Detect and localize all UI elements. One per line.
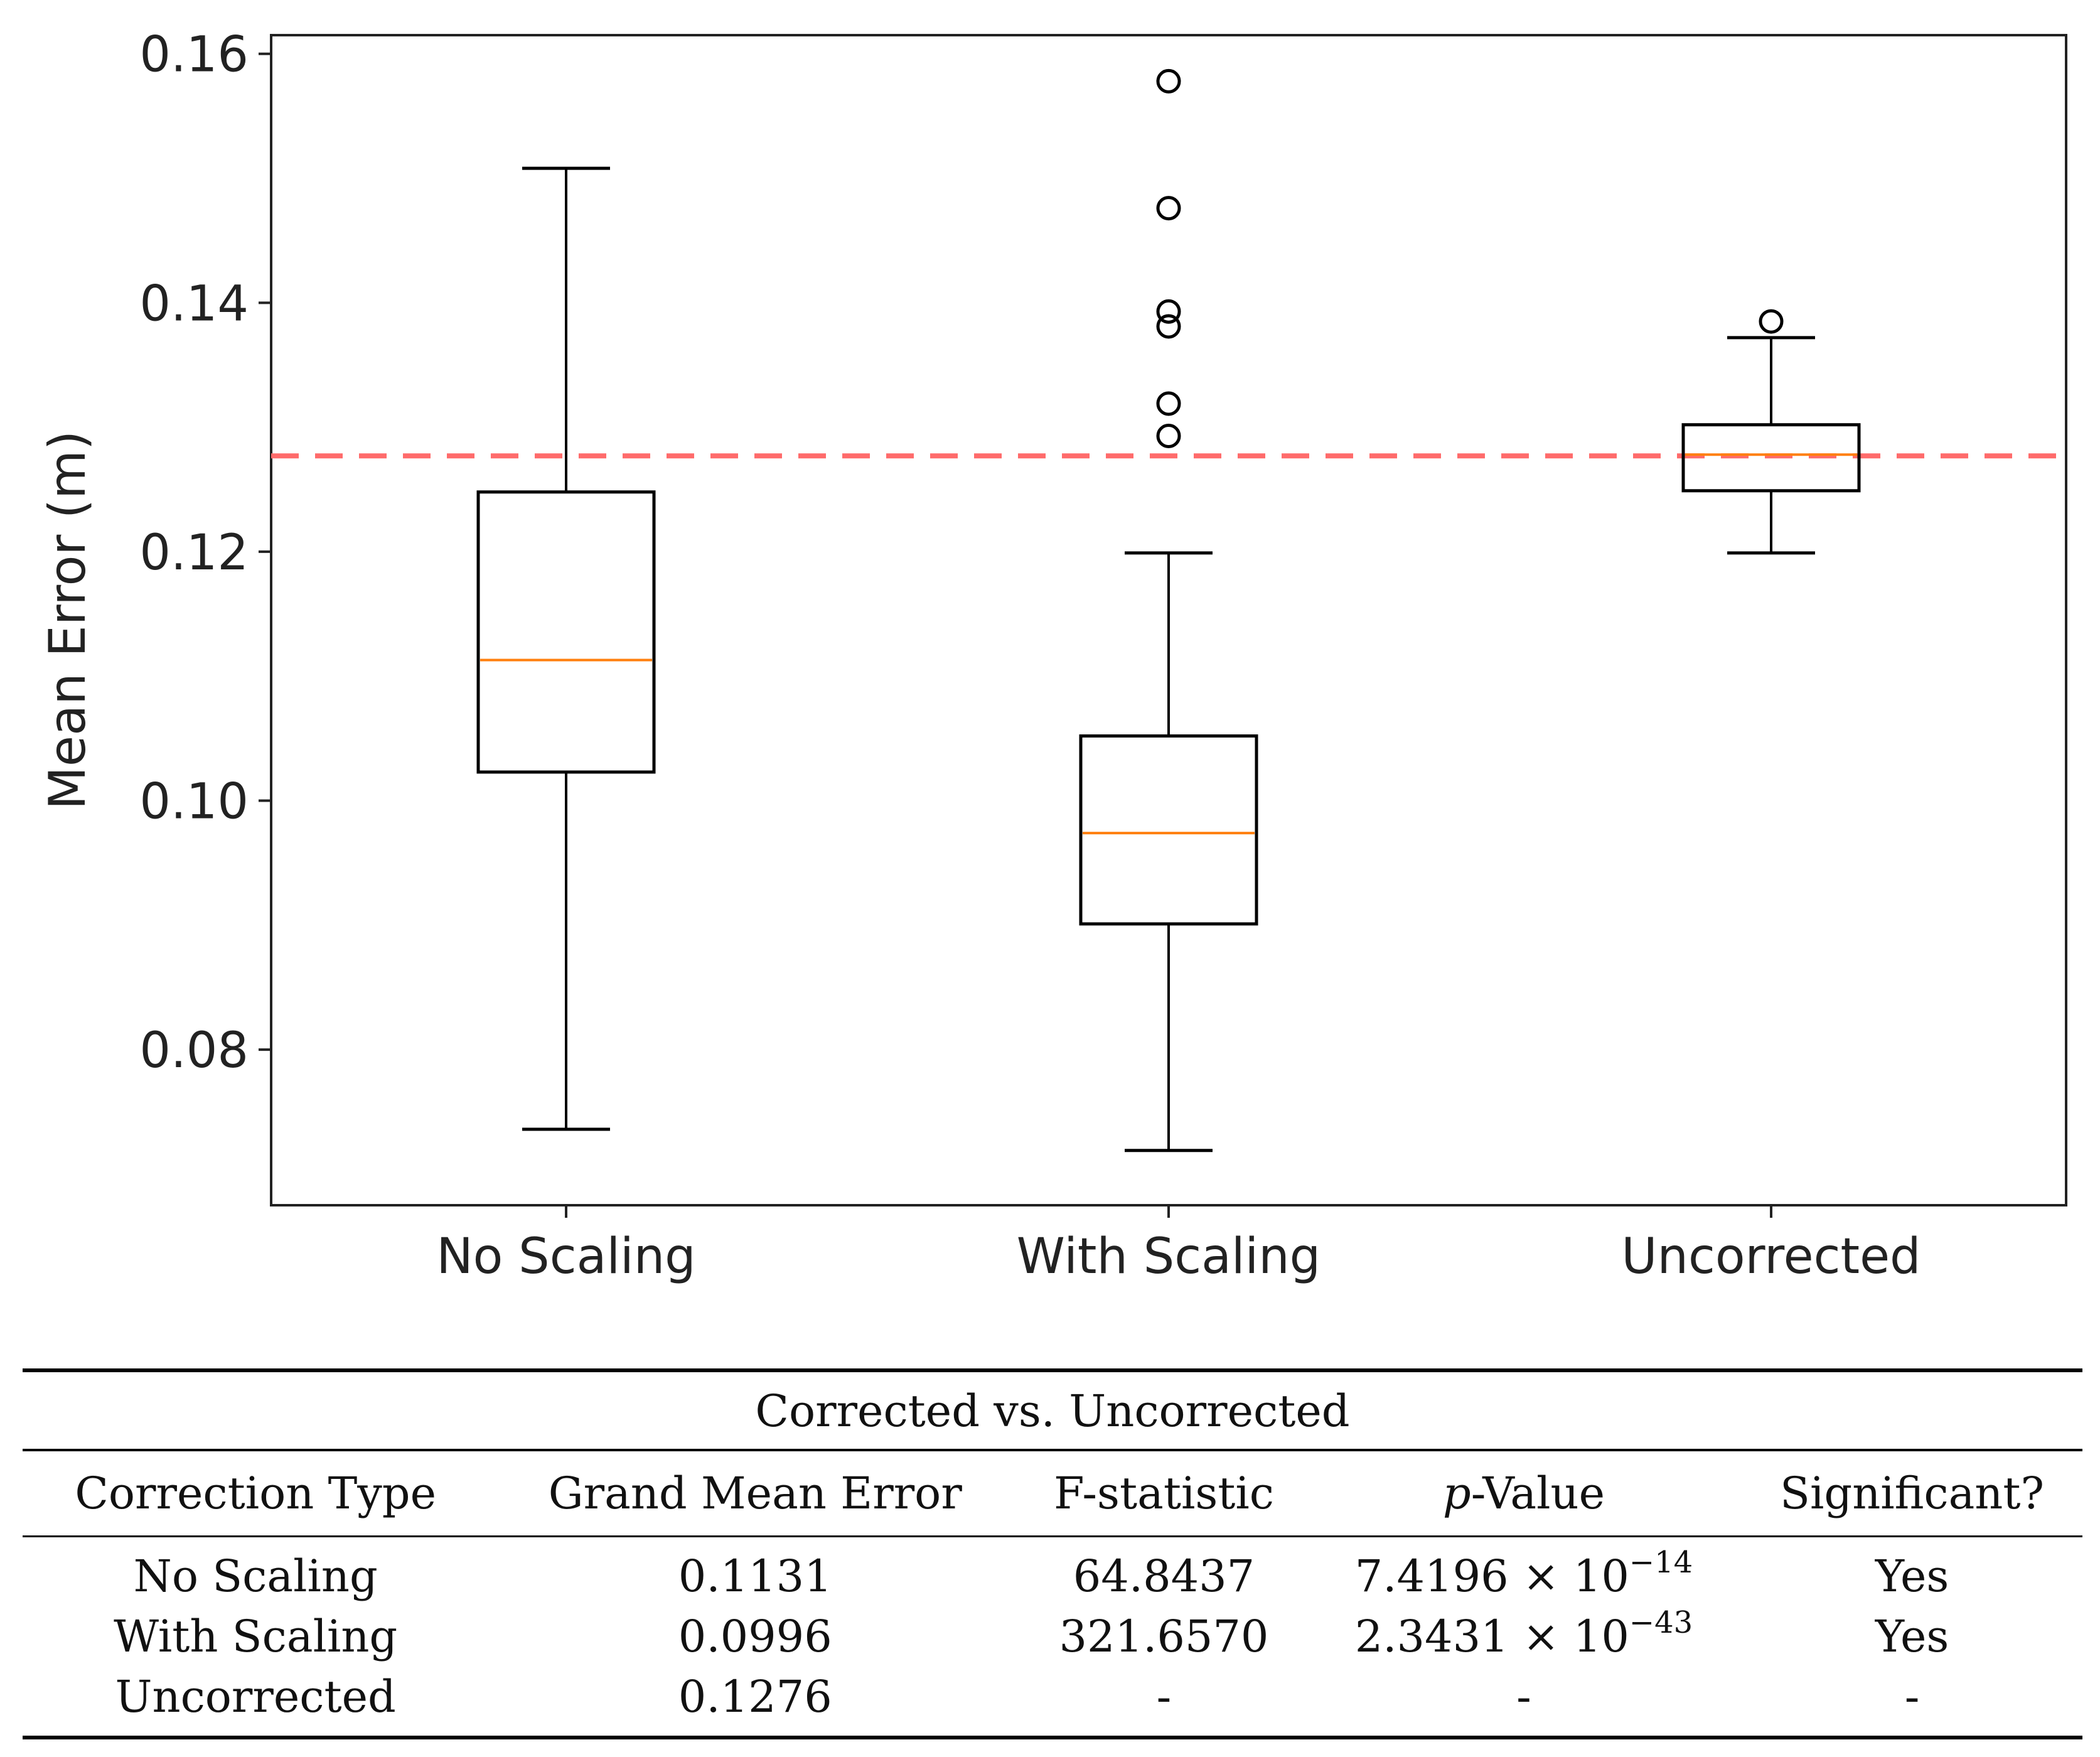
iqr-box xyxy=(1079,734,1258,926)
box-group xyxy=(1079,68,1258,1153)
header-p-value-italic: p xyxy=(1442,1468,1471,1519)
outlier-point xyxy=(1156,68,1181,94)
cell-significant: Yes xyxy=(1875,1611,1949,1662)
x-tick-label: No Scaling xyxy=(436,1228,695,1285)
box-plot-chart: 0.08 0.10 0.12 0.14 0.16 No Scaling With Scal… xyxy=(38,27,2067,1285)
y-tick-label: 0.10 xyxy=(139,774,249,830)
p-value-exponent: −14 xyxy=(1629,1545,1693,1580)
cell-p-value: - xyxy=(1306,1667,1742,1738)
cell-correction-type: Uncorrected xyxy=(115,1671,396,1722)
header-f-statistic: F-statistic xyxy=(1053,1468,1274,1519)
y-axis-label: Mean Error (m) xyxy=(38,431,97,810)
outlier-point xyxy=(1156,299,1181,324)
y-tick-label: 0.16 xyxy=(139,27,249,83)
outlier-point xyxy=(1156,424,1181,449)
header-significant: Significant? xyxy=(1780,1468,2045,1519)
header-grand-mean-error: Grand Mean Error xyxy=(548,1468,962,1519)
p-value-exponent: −43 xyxy=(1629,1605,1693,1640)
cell-p-value: 2.3431 × 10−43 xyxy=(1306,1606,1742,1667)
cell-correction-type: No Scaling xyxy=(133,1550,378,1602)
cell-f-statistic: 64.8437 xyxy=(1073,1550,1255,1602)
y-tick-label: 0.08 xyxy=(139,1023,249,1079)
p-value-mantissa: 7.4196 × 10 xyxy=(1354,1550,1629,1602)
table-header-row: Correction Type Grand Mean Error F-stati… xyxy=(23,1450,2082,1537)
table-row: No Scaling 0.1131 64.8437 7.4196 × 10−14… xyxy=(23,1536,2082,1607)
box-group xyxy=(476,166,656,1131)
cell-p-value: 7.4196 × 10−14 xyxy=(1306,1537,1742,1607)
cell-significant: - xyxy=(1904,1671,1920,1722)
outlier-point xyxy=(1156,196,1181,221)
cell-f-statistic: - xyxy=(1156,1671,1172,1722)
statistics-table: Corrected vs. Uncorrected Correction Typ… xyxy=(23,1368,2082,1739)
cell-grand-mean: 0.0996 xyxy=(678,1611,832,1662)
table-row: Uncorrected 0.1276 - - - xyxy=(23,1667,2082,1738)
table-caption-row: Corrected vs. Uncorrected xyxy=(23,1370,2082,1450)
p-value-mantissa: 2.3431 × 10 xyxy=(1354,1611,1629,1662)
header-p-value: p-Value xyxy=(1306,1450,1742,1537)
y-tick-label: 0.14 xyxy=(139,276,249,332)
cell-grand-mean: 0.1131 xyxy=(678,1550,832,1602)
p-value-mantissa: - xyxy=(1516,1671,1531,1722)
statistics-table-container: Corrected vs. Uncorrected Correction Typ… xyxy=(23,1368,2082,1739)
cell-significant: Yes xyxy=(1875,1550,1949,1602)
cell-grand-mean: 0.1276 xyxy=(678,1671,832,1722)
x-tick-label: Uncorrected xyxy=(1621,1228,1921,1285)
header-correction-type: Correction Type xyxy=(75,1468,437,1519)
cell-f-statistic: 321.6570 xyxy=(1059,1611,1269,1662)
outlier-point xyxy=(1759,309,1784,334)
header-p-value-rest: -Value xyxy=(1471,1468,1605,1519)
outlier-point xyxy=(1156,391,1181,416)
iqr-box xyxy=(476,490,656,774)
y-tick-label: 0.12 xyxy=(139,525,249,581)
iqr-box xyxy=(1681,423,1861,493)
box-group xyxy=(1681,309,1861,555)
table-row: With Scaling 0.0996 321.6570 2.3431 × 10… xyxy=(23,1606,2082,1667)
outlier-point xyxy=(1156,314,1181,339)
table-caption: Corrected vs. Uncorrected xyxy=(755,1385,1350,1437)
cell-correction-type: With Scaling xyxy=(114,1611,398,1662)
x-tick-label: With Scaling xyxy=(1017,1228,1321,1285)
